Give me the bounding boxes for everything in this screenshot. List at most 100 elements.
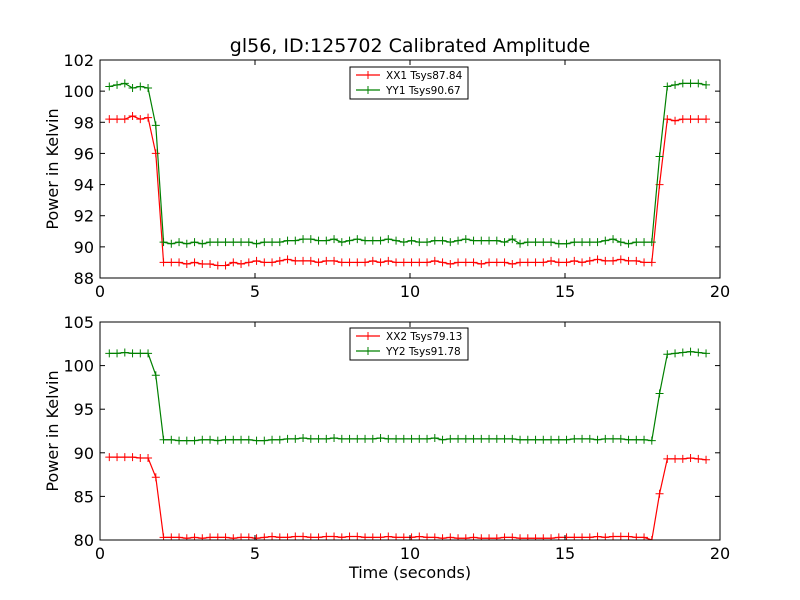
data-point: [353, 434, 362, 443]
data-point: [229, 534, 238, 540]
data-point: [144, 454, 153, 463]
legend-box: [349, 327, 469, 361]
data-point: [671, 454, 680, 463]
data-point: [206, 238, 215, 247]
legend-entry: YY1 Tsys90.67: [385, 85, 461, 97]
data-point: [299, 433, 308, 442]
data-point: [392, 236, 401, 245]
legend-swatch-marker: [364, 71, 372, 79]
data-point: [252, 436, 261, 445]
data-point: [539, 258, 548, 267]
x-tick-label: 5: [250, 282, 260, 301]
x-tick-label: 20: [710, 544, 730, 563]
data-point: [291, 256, 300, 265]
data-point: [198, 259, 207, 268]
data-point: [531, 258, 540, 267]
data-point: [430, 533, 439, 540]
data-point: [159, 435, 168, 444]
data-point: [477, 236, 486, 245]
data-point: [384, 256, 393, 265]
data-point: [562, 258, 571, 267]
data-point: [593, 435, 602, 444]
data-point: [415, 434, 424, 443]
data-point: [461, 434, 470, 443]
data-point: [585, 256, 594, 265]
data-point: [237, 238, 246, 247]
data-point: [554, 239, 563, 248]
data-point: [120, 348, 129, 357]
data-point: [190, 258, 199, 267]
data-point: [570, 533, 579, 540]
data-point: [539, 435, 548, 444]
data-point: [229, 435, 238, 444]
data-point: [144, 84, 153, 93]
data-point: [492, 236, 501, 245]
data-point: [469, 236, 478, 245]
data-point: [593, 255, 602, 264]
y-tick-label: 88: [74, 269, 94, 288]
data-point: [283, 236, 292, 245]
data-point: [213, 436, 222, 445]
data-point: [268, 435, 277, 444]
data-point: [671, 349, 680, 358]
data-point: [368, 256, 377, 265]
data-point: [554, 533, 563, 540]
data-point: [516, 534, 525, 540]
data-point: [663, 454, 672, 463]
series-yy2: [105, 347, 711, 445]
legend: XX2 Tsys79.13 YY2 Tsys91.78: [349, 327, 469, 361]
y-tick-label: 102: [63, 51, 94, 70]
data-point: [361, 434, 370, 443]
data-point: [640, 258, 649, 267]
data-point: [454, 258, 463, 267]
series-line: [109, 351, 707, 442]
data-point: [407, 434, 416, 443]
data-point: [585, 533, 594, 540]
data-point: [671, 116, 680, 125]
data-point: [678, 79, 687, 88]
data-point: [632, 435, 641, 444]
data-point: [306, 434, 315, 443]
data-point: [678, 115, 687, 124]
data-point: [175, 436, 184, 445]
data-point: [128, 84, 137, 93]
data-point: [500, 434, 509, 443]
data-point: [330, 433, 339, 442]
data-point: [260, 238, 269, 247]
data-point: [415, 532, 424, 540]
data-point: [136, 115, 145, 124]
data-point: [609, 235, 618, 244]
data-point: [516, 239, 525, 248]
data-point: [275, 238, 284, 247]
data-point: [640, 238, 649, 247]
data-point: [244, 533, 253, 540]
data-point: [678, 348, 687, 357]
data-point: [686, 454, 695, 463]
data-point: [539, 534, 548, 540]
data-point: [446, 434, 455, 443]
x-tick-label: 10: [400, 544, 420, 563]
data-point: [260, 436, 269, 445]
data-point: [120, 115, 129, 124]
data-point: [547, 534, 556, 540]
data-point: [151, 371, 160, 380]
legend-swatch-marker: [364, 347, 372, 355]
data-point: [601, 236, 610, 245]
data-point: [647, 258, 656, 267]
data-point: [500, 238, 509, 247]
data-point: [384, 434, 393, 443]
y-tick-label: 80: [74, 531, 94, 550]
data-point: [120, 453, 129, 462]
data-point: [244, 258, 253, 267]
data-point: [175, 238, 184, 247]
x-tick-label: 5: [250, 544, 260, 563]
data-point: [268, 532, 277, 540]
data-point: [322, 532, 331, 540]
data-point: [562, 533, 571, 540]
data-point: [314, 434, 323, 443]
data-point: [229, 258, 238, 267]
data-point: [221, 261, 230, 270]
data-point: [330, 532, 339, 540]
data-point: [624, 239, 633, 248]
